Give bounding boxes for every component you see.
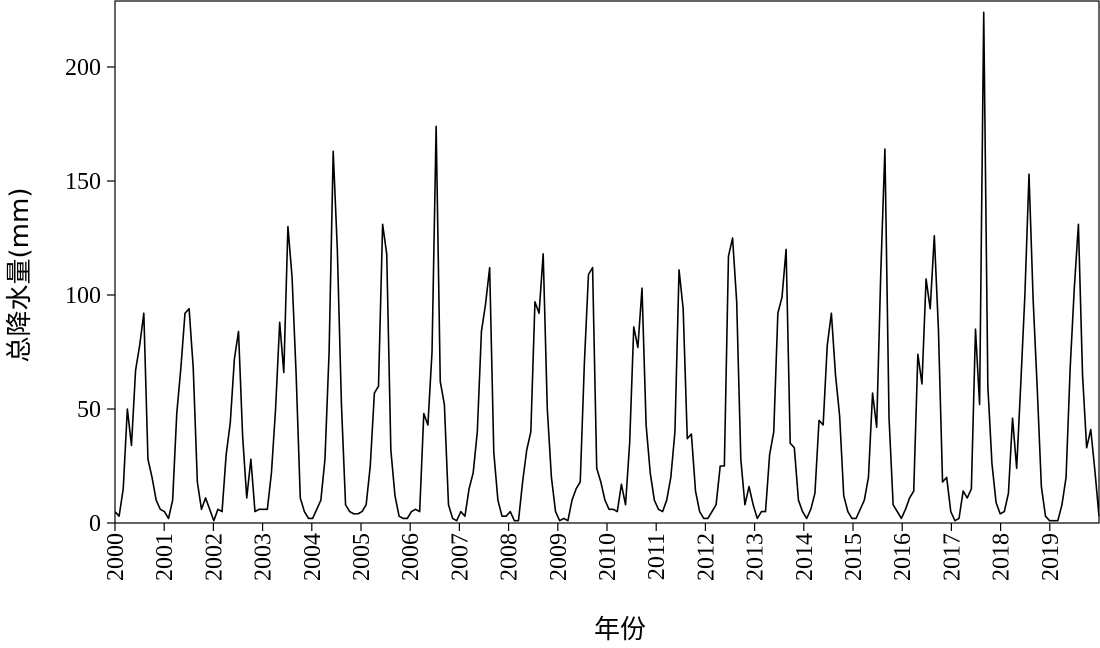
series-line <box>114 11 1100 522</box>
y-axis-ticks: 0 50 100 150 200 <box>65 55 115 537</box>
y-axis-title: 总降水量(mm) <box>5 188 35 363</box>
x-tick-label: 2018 <box>989 533 1015 581</box>
x-tick-label: 2001 <box>152 533 178 581</box>
x-tick-label: 2016 <box>890 533 916 581</box>
x-tick-label: 2010 <box>595 533 621 581</box>
x-tick-label: 2015 <box>841 533 867 581</box>
x-tick-label: 2007 <box>447 533 473 581</box>
x-tick-label: 2009 <box>546 533 572 581</box>
x-tick-label: 2011 <box>644 533 670 580</box>
x-tick-label: 2005 <box>349 533 375 581</box>
x-tick-label: 2008 <box>497 533 523 581</box>
x-tick-label: 2000 <box>103 533 129 581</box>
x-tick-label: 2012 <box>693 533 719 581</box>
x-tick-label: 2013 <box>743 533 769 581</box>
x-axis-ticks: 2000 2001 2002 2003 2004 2005 2006 2007 2008 2009… <box>103 523 1064 581</box>
x-tick-label: 2019 <box>1038 533 1064 581</box>
y-tick-label: 50 <box>77 397 101 423</box>
y-tick-label: 100 <box>65 283 101 309</box>
x-tick-label: 2003 <box>251 533 277 581</box>
x-tick-label: 2004 <box>300 533 326 581</box>
y-tick-label: 0 <box>89 511 101 537</box>
y-tick-label: 200 <box>65 55 101 81</box>
x-tick-label: 2006 <box>398 533 424 581</box>
x-tick-label: 2014 <box>792 533 818 581</box>
x-tick-label: 2017 <box>939 533 965 581</box>
plot-frame <box>114 0 1100 524</box>
x-tick-label: 2002 <box>201 533 227 581</box>
x-axis-title: 年份 <box>594 615 646 645</box>
y-tick-label: 150 <box>65 169 101 195</box>
